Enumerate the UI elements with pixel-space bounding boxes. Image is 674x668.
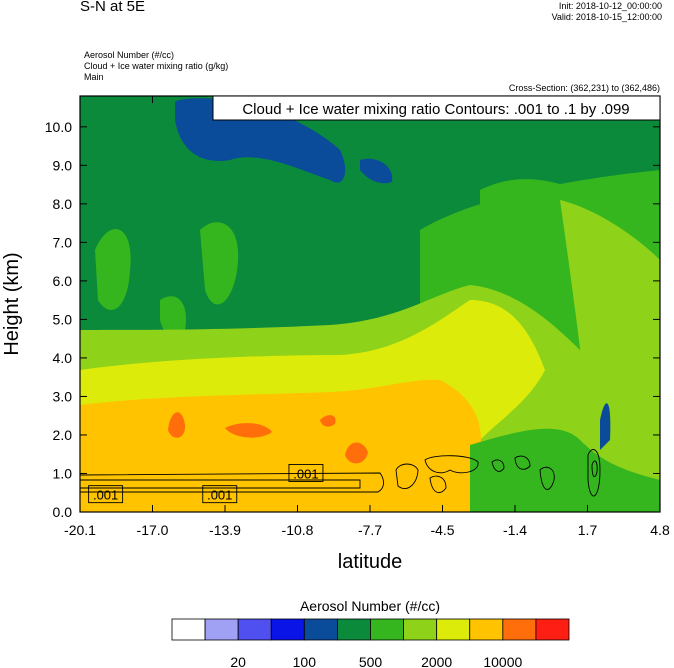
colorbar-labels: 20 100 500 2000 10000 <box>230 654 522 668</box>
field-main: Main <box>84 72 104 82</box>
x-tick-label: 1.7 <box>578 522 598 538</box>
colorbar-swatch <box>303 618 338 641</box>
y-tick-label: 2.0 <box>53 427 73 443</box>
colorbar-title: Aerosol Number (#/cc) <box>300 598 440 614</box>
chart-title: S-N at 5E <box>80 0 146 15</box>
x-tick-label: -10.8 <box>282 522 314 538</box>
contour-label: .001 <box>293 466 318 481</box>
valid-time: Valid: 2018-10-15_12:00:00 <box>551 12 662 22</box>
contour-label: .001 <box>93 488 118 503</box>
x-axis-title: latitude <box>338 551 403 573</box>
colorbar-swatch <box>204 618 239 641</box>
colorbar-tick-label: 100 <box>293 654 317 668</box>
colorbar-swatch <box>535 618 570 641</box>
y-tick-label: 8.0 <box>53 196 73 212</box>
colorbar-swatch <box>436 618 471 641</box>
x-tick-label: -13.9 <box>209 522 241 538</box>
y-tick-label: 3.0 <box>53 388 73 404</box>
y-tick-label: 0.0 <box>53 504 73 520</box>
y-axis-title: Height (km) <box>1 252 23 355</box>
colorbar-swatch <box>171 618 206 641</box>
colorbar-swatch <box>370 618 404 641</box>
contour-label-box <box>288 464 324 482</box>
x-tick-label: -4.5 <box>430 522 454 538</box>
y-tick-label: 7.0 <box>53 234 73 250</box>
colorbar-swatch <box>469 618 504 641</box>
contour-label: .001 <box>207 488 232 503</box>
init-time: Init: 2018-10-12_00:00:00 <box>558 1 662 11</box>
contour-label-box <box>88 485 124 504</box>
cloud-ice-contours <box>80 449 601 497</box>
contour-info-text: Cloud + Ice water mixing ratio Contours:… <box>242 101 629 118</box>
y-tick-label: 4.0 <box>53 350 73 366</box>
x-tick-label: -20.1 <box>64 522 96 538</box>
y-tick-label: 1.0 <box>53 465 73 481</box>
x-axis: -20.1 -17.0 -13.9 -10.8 -7.7 -4.5 -1.4 1.7 4.8 <box>64 96 670 538</box>
colorbar-swatch <box>237 618 272 641</box>
colorbar-swatch <box>403 618 438 641</box>
colorbar <box>171 618 570 641</box>
colorbar-tick-label: 10000 <box>483 654 522 668</box>
colorbar-tick-label: 2000 <box>421 654 452 668</box>
y-tick-label: 10.0 <box>45 119 72 135</box>
y-tick-label: 6.0 <box>53 273 73 289</box>
y-tick-label: 9.0 <box>53 157 73 173</box>
contour-info-box <box>212 95 661 121</box>
x-tick-label: 4.8 <box>650 522 670 538</box>
y-tick-label: 5.0 <box>53 311 73 327</box>
contour-label-box <box>202 485 238 504</box>
colorbar-swatch <box>337 618 371 641</box>
colorbar-swatch <box>270 618 305 641</box>
x-tick-label: -1.4 <box>503 522 527 538</box>
cross-section-label: Cross-Section: (362,231) to (362,486) <box>508 83 660 93</box>
colorbar-tick-label: 20 <box>230 654 246 668</box>
field-aerosol-number: Aerosol Number (#/cc) <box>84 50 175 60</box>
colorbar-tick-label: 500 <box>359 654 383 668</box>
contour-labels: .001 .001 .001 <box>88 464 324 504</box>
field-cloud-ice: Cloud + Ice water mixing ratio (g/kg) <box>84 61 229 71</box>
x-tick-label: -17.0 <box>137 522 169 538</box>
y-axis: 0.0 1.0 2.0 3.0 4.0 5.0 6.0 7.0 8.0 9.0 10.0 <box>45 119 660 520</box>
x-tick-label: -7.7 <box>358 522 382 538</box>
field-shading <box>80 96 660 512</box>
colorbar-swatch <box>502 618 537 641</box>
